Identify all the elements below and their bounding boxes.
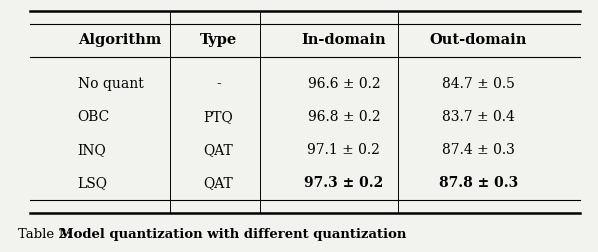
Text: QAT: QAT — [203, 143, 233, 157]
Text: QAT: QAT — [203, 176, 233, 190]
Text: No quant: No quant — [78, 77, 144, 91]
Text: 83.7 ± 0.4: 83.7 ± 0.4 — [442, 110, 515, 124]
Text: 97.3 ± 0.2: 97.3 ± 0.2 — [304, 176, 383, 190]
Text: -: - — [216, 77, 221, 91]
Text: 97.1 ± 0.2: 97.1 ± 0.2 — [307, 143, 380, 157]
Text: Type: Type — [200, 33, 237, 47]
Text: In-domain: In-domain — [301, 33, 386, 47]
Text: 84.7 ± 0.5: 84.7 ± 0.5 — [442, 77, 515, 91]
Text: INQ: INQ — [78, 143, 106, 157]
Text: 87.8 ± 0.3: 87.8 ± 0.3 — [439, 176, 518, 190]
Text: LSQ: LSQ — [78, 176, 108, 190]
Text: Model quantization with different quantization: Model quantization with different quanti… — [59, 228, 406, 241]
Text: 96.6 ± 0.2: 96.6 ± 0.2 — [307, 77, 380, 91]
Text: Out-domain: Out-domain — [430, 33, 527, 47]
Text: Table 2:: Table 2: — [18, 228, 75, 241]
Text: PTQ: PTQ — [203, 110, 233, 124]
Text: 87.4 ± 0.3: 87.4 ± 0.3 — [442, 143, 515, 157]
Text: Algorithm: Algorithm — [78, 33, 161, 47]
Text: OBC: OBC — [78, 110, 110, 124]
Text: 96.8 ± 0.2: 96.8 ± 0.2 — [307, 110, 380, 124]
